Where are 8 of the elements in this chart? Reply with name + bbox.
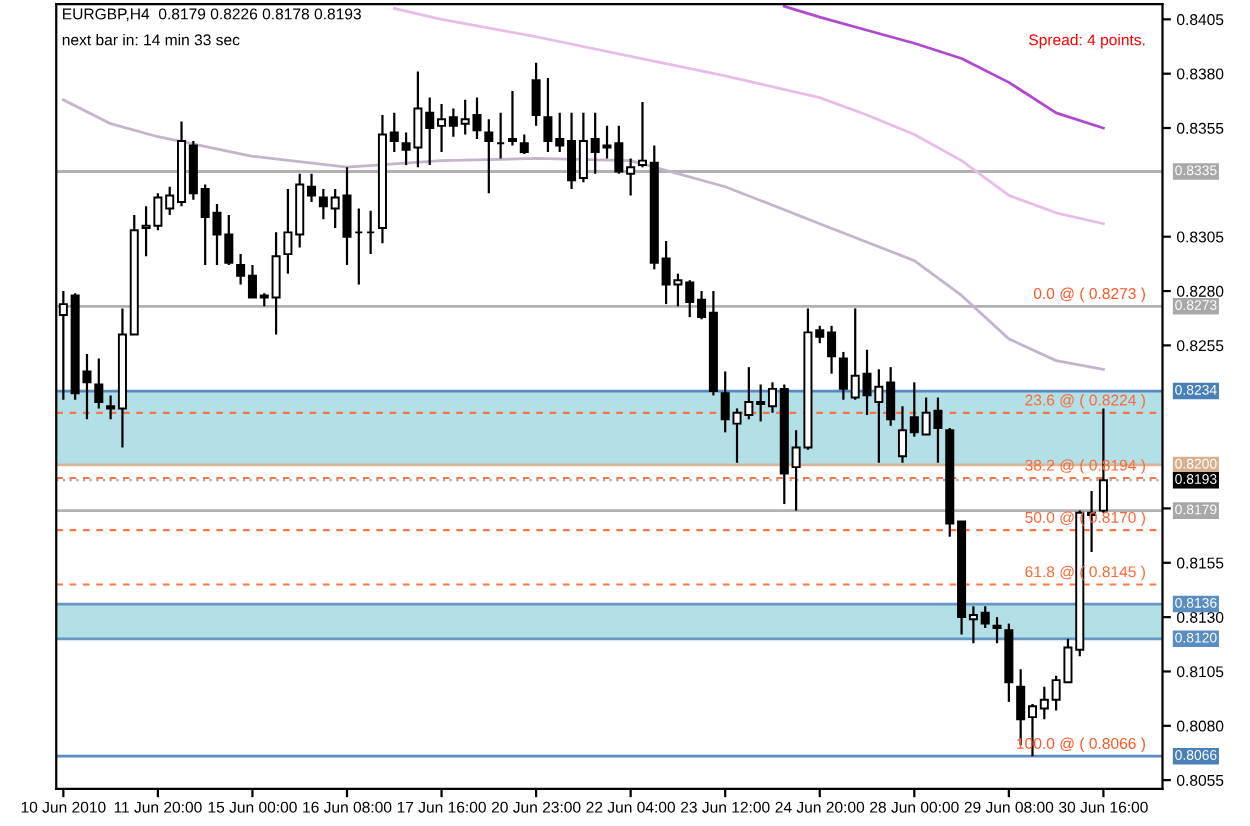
candlestick [531,61,541,127]
candlestick [94,357,104,410]
candlestick [484,118,494,195]
candlestick [507,89,517,147]
candlestick [519,133,529,156]
candlestick [992,616,1002,645]
line-series [782,4,1105,130]
line-series [392,7,1105,226]
